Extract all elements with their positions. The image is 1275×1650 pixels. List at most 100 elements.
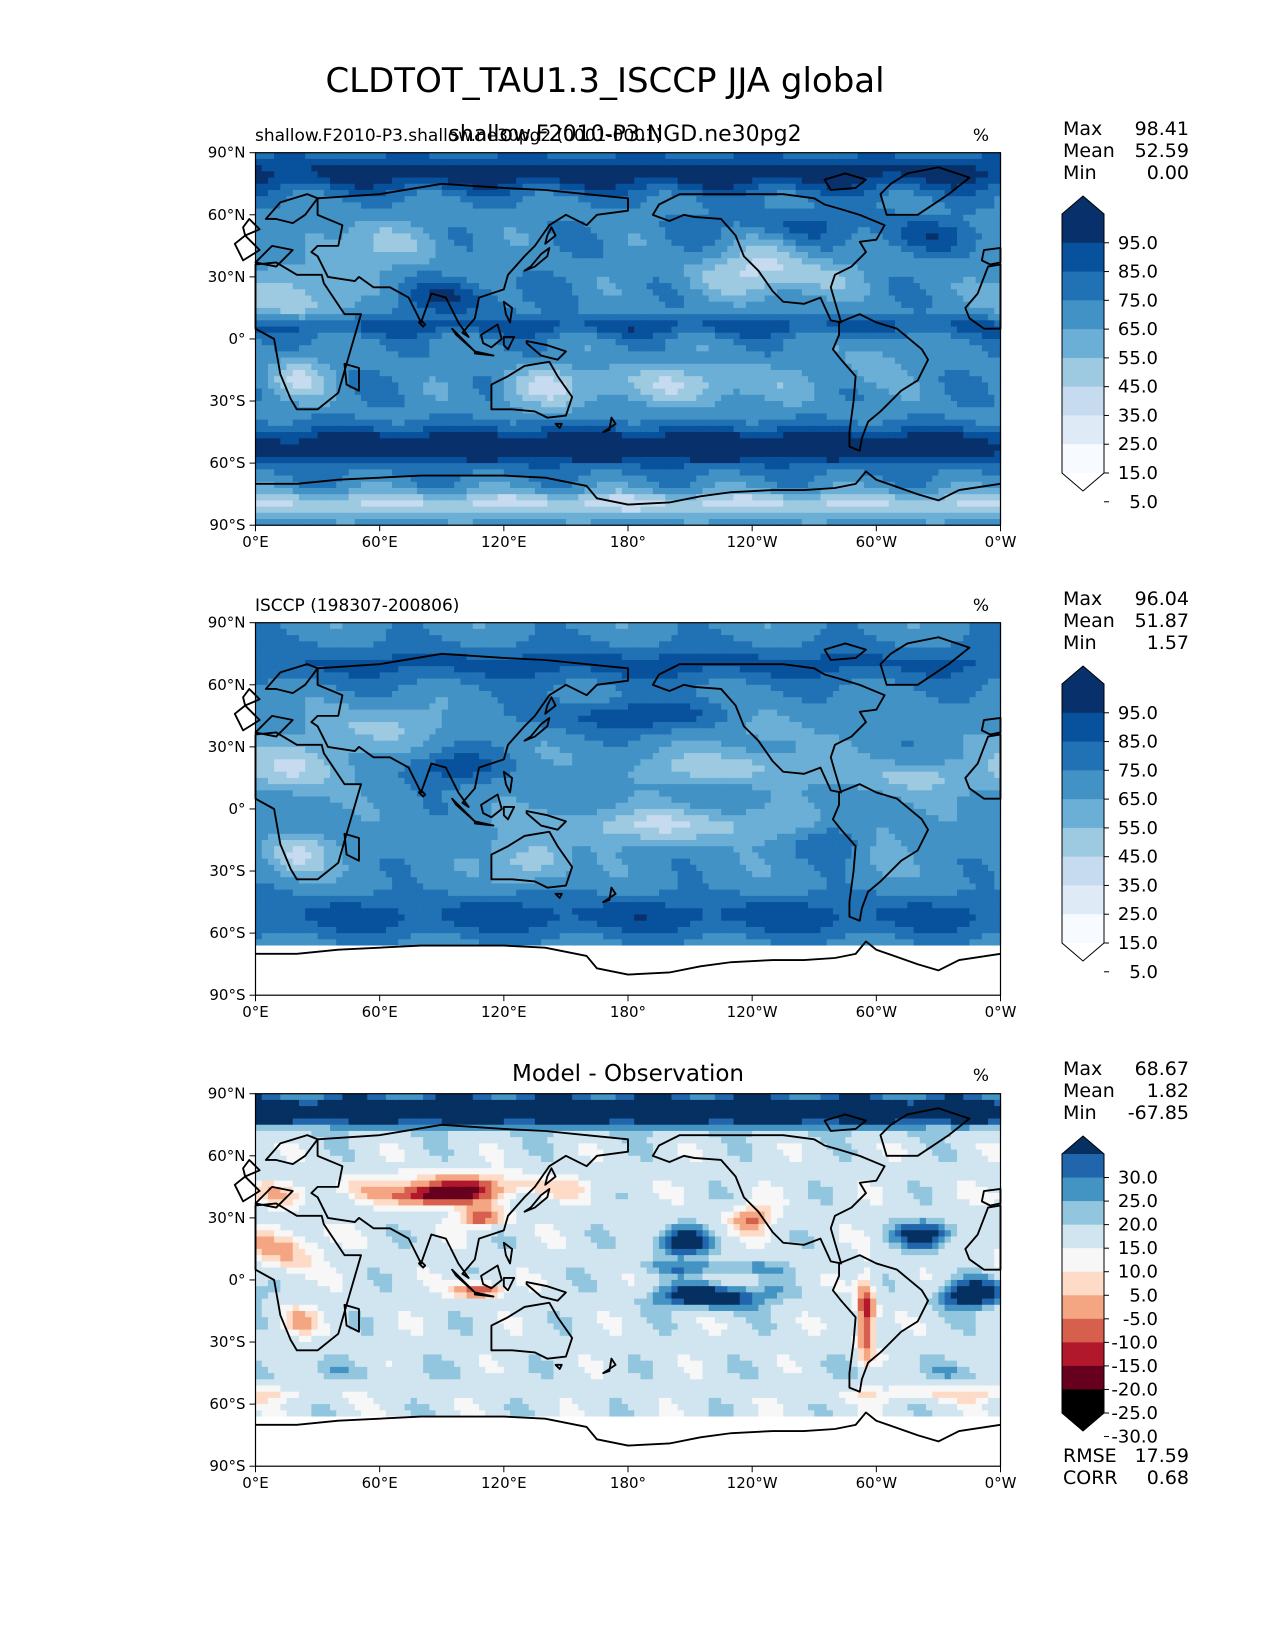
heatmap-cell: [534, 289, 542, 297]
heatmap-cell: [497, 258, 505, 266]
heatmap-cell: [950, 239, 958, 247]
heatmap-cell: [416, 301, 424, 309]
heatmap-cell: [361, 220, 368, 228]
heatmap-cell: [361, 314, 368, 321]
heatmap-cell: [783, 189, 791, 197]
heatmap-cell: [820, 152, 828, 160]
heatmap-cell: [559, 326, 567, 334]
heatmap-cell: [441, 345, 449, 352]
heatmap-cell: [311, 220, 319, 228]
heatmap-cell: [274, 320, 281, 328]
heatmap-cell: [801, 189, 809, 197]
heatmap-cell: [479, 158, 486, 166]
heatmap-cell: [783, 289, 791, 297]
heatmap-cell: [286, 289, 294, 297]
heatmap-cell: [609, 264, 617, 272]
heatmap-cell: [702, 301, 710, 309]
heatmap-cell: [975, 258, 983, 266]
heatmap-cell: [541, 401, 548, 408]
heatmap-cell: [727, 401, 735, 408]
heatmap-cell: [758, 295, 766, 303]
heatmap-cell: [839, 394, 846, 402]
heatmap-cell: [808, 363, 815, 371]
heatmap-cell: [491, 270, 499, 278]
heatmap-cell: [777, 252, 784, 259]
heatmap-cell: [348, 245, 356, 253]
heatmap-cell: [975, 369, 983, 377]
heatmap-cell: [640, 401, 648, 408]
heatmap-cell: [541, 394, 548, 402]
heatmap-cell: [938, 363, 946, 371]
heatmap-cell: [348, 264, 356, 272]
heatmap-cell: [392, 351, 399, 359]
heatmap-cell: [435, 214, 443, 222]
heatmap-cell: [621, 407, 629, 415]
heatmap-cell: [367, 158, 375, 166]
heatmap-cell: [274, 233, 281, 241]
heatmap-cell: [659, 394, 666, 402]
heatmap-cell: [559, 289, 567, 297]
heatmap-cell: [466, 270, 474, 278]
heatmap-cell: [559, 239, 567, 247]
heatmap-cell: [472, 338, 480, 346]
heatmap-cell: [336, 177, 344, 185]
heatmap-cell: [981, 307, 989, 315]
heatmap-cell: [721, 394, 728, 402]
heatmap-cell: [373, 152, 381, 160]
heatmap-cell: [640, 289, 648, 297]
heatmap-cell: [745, 332, 753, 340]
heatmap-cell: [863, 202, 871, 210]
heatmap-cell: [882, 376, 890, 384]
heatmap-cell: [652, 270, 660, 278]
heatmap-cell: [596, 382, 604, 390]
heatmap-cell: [261, 202, 269, 210]
heatmap-cell: [280, 177, 288, 185]
heatmap-cell: [745, 227, 753, 235]
heatmap-cell: [398, 401, 406, 408]
heatmap-cell: [832, 189, 840, 197]
heatmap-cell: [578, 314, 586, 321]
heatmap-cell: [683, 233, 691, 241]
heatmap-cell: [385, 152, 393, 160]
heatmap-cell: [336, 202, 344, 210]
heatmap-cell: [876, 326, 884, 334]
heatmap-cell: [479, 345, 486, 352]
heatmap-cell: [994, 388, 1002, 396]
heatmap-cell: [466, 307, 474, 315]
heatmap-cell: [913, 326, 921, 334]
heatmap-cell: [690, 233, 697, 241]
heatmap-cell: [454, 252, 461, 259]
heatmap-cell: [292, 394, 300, 402]
heatmap-cell: [367, 376, 375, 384]
heatmap-cell: [516, 394, 524, 402]
heatmap-cell: [317, 382, 325, 390]
heatmap-cell: [808, 289, 815, 297]
heatmap-cell: [901, 382, 908, 390]
heatmap-cell: [354, 258, 362, 266]
heatmap-cell: [528, 326, 536, 334]
heatmap-cell: [640, 220, 648, 228]
heatmap-cell: [696, 314, 704, 321]
heatmap-cell: [460, 357, 468, 365]
heatmap-cell: [882, 320, 890, 328]
heatmap-cell: [845, 158, 853, 166]
heatmap-cell: [609, 183, 617, 191]
heatmap-cell: [286, 332, 294, 340]
heatmap-cell: [441, 388, 449, 396]
heatmap-cell: [565, 152, 573, 160]
heatmap-cell: [808, 351, 815, 359]
heatmap-cell: [690, 202, 697, 210]
heatmap-cell: [814, 227, 822, 235]
heatmap-cell: [572, 183, 579, 191]
heatmap-cell: [832, 276, 840, 284]
heatmap-cell: [839, 152, 846, 160]
heatmap-cell: [534, 388, 542, 396]
heatmap-cell: [485, 270, 493, 278]
heatmap-cell: [826, 338, 834, 346]
heatmap-cell: [714, 326, 722, 334]
heatmap-cell: [721, 301, 728, 309]
heatmap-cell: [826, 276, 834, 284]
heatmap-cell: [615, 252, 623, 259]
heatmap-cell: [969, 177, 977, 185]
heatmap-cell: [373, 332, 381, 340]
